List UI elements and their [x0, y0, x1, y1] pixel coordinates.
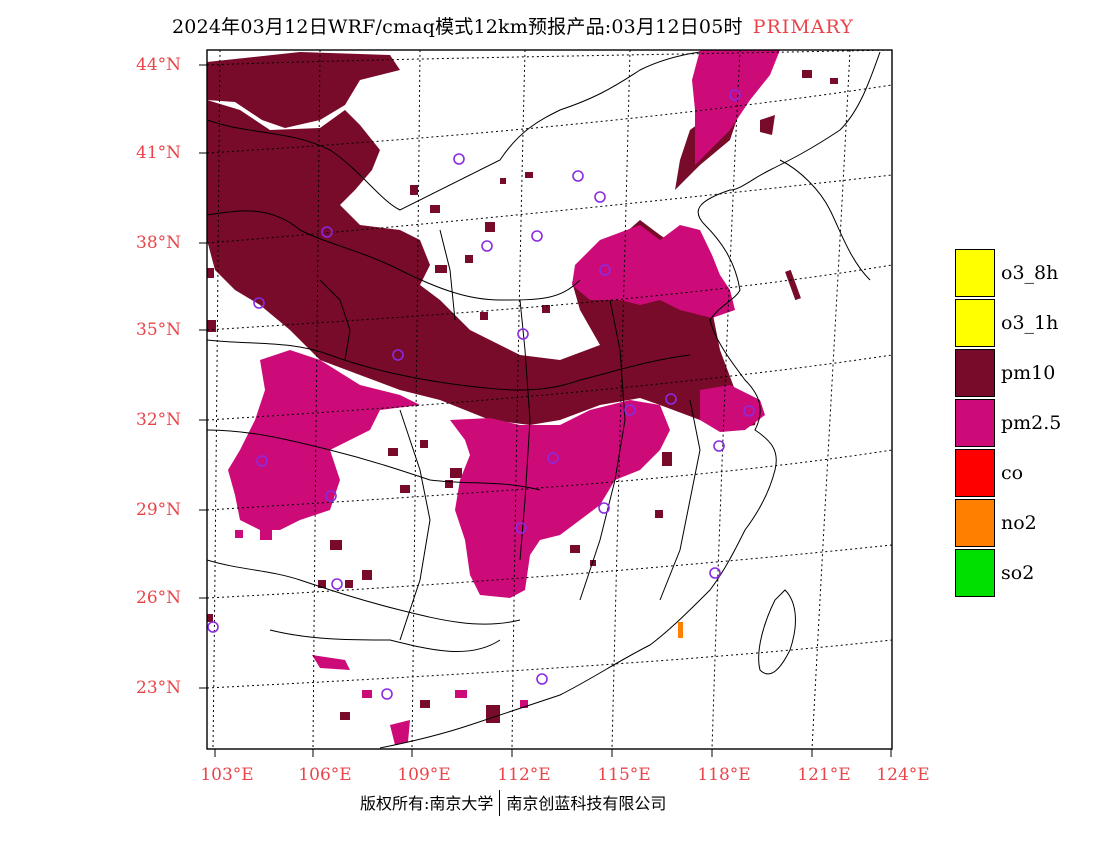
pm25-regions	[228, 50, 780, 745]
legend-swatch-co	[955, 449, 995, 497]
legend-label-no2: no2	[1001, 512, 1037, 534]
legend-label-pm25: pm2.5	[1001, 412, 1062, 434]
lat-label-29: 29°N	[136, 500, 182, 520]
lat-label-38: 38°N	[136, 233, 182, 253]
lon-label-109: 109°E	[397, 765, 451, 785]
lon-label-112: 112°E	[497, 765, 551, 785]
lon-label-106: 106°E	[298, 765, 352, 785]
lon-label-121: 121°E	[797, 765, 851, 785]
primary-tag: PRIMARY	[752, 16, 854, 38]
lat-label-23: 23°N	[136, 678, 182, 698]
legend-item-pm10: pm10	[955, 348, 1075, 398]
map-frame	[206, 49, 893, 750]
lon-label-118: 118°E	[697, 765, 751, 785]
footer-divider	[499, 789, 501, 816]
copyright-left: 版权所有:南京大学	[360, 794, 494, 813]
map-title: 2024年03月12日WRF/cmaq模式12km预报产品:03月12日05时 P…	[172, 12, 854, 39]
legend-item-o3-1h: o3_1h	[955, 298, 1075, 348]
copyright-right: 南京创蓝科技有限公司	[506, 794, 667, 813]
pollutant-legend: o3_8h o3_1h pm10 pm2.5 co no2 so2	[955, 248, 1075, 598]
legend-item-co: co	[955, 448, 1075, 498]
no2-mark	[678, 622, 683, 638]
pm10-regions	[207, 52, 838, 723]
axis-ticks	[199, 64, 892, 757]
lon-label-124: 124°E	[876, 765, 930, 785]
lat-label-32: 32°N	[136, 410, 182, 430]
legend-swatch-no2	[955, 499, 995, 547]
lon-label-115: 115°E	[597, 765, 651, 785]
legend-item-no2: no2	[955, 498, 1075, 548]
lat-label-26: 26°N	[136, 588, 182, 608]
station-markers	[207, 89, 755, 700]
lat-label-44: 44°N	[136, 55, 182, 75]
copyright-footer: 版权所有:南京大学 南京创蓝科技有限公司	[360, 789, 667, 818]
boundary-lines	[207, 50, 892, 749]
lon-label-103: 103°E	[200, 765, 254, 785]
legend-label-o3-1h: o3_1h	[1001, 312, 1059, 334]
legend-swatch-pm25	[955, 399, 995, 447]
legend-label-so2: so2	[1001, 562, 1035, 584]
legend-label-pm10: pm10	[1001, 362, 1056, 384]
legend-label-o3-8h: o3_8h	[1001, 262, 1059, 284]
legend-item-pm25: pm2.5	[955, 398, 1075, 448]
legend-label-co: co	[1001, 462, 1024, 484]
lat-label-35: 35°N	[136, 320, 182, 340]
legend-item-o3-8h: o3_8h	[955, 248, 1075, 298]
legend-item-so2: so2	[955, 548, 1075, 598]
legend-swatch-pm10	[955, 349, 995, 397]
title-text: 2024年03月12日WRF/cmaq模式12km预报产品:03月12日05时	[172, 16, 743, 38]
legend-swatch-o3-1h	[955, 299, 995, 347]
legend-swatch-so2	[955, 549, 995, 597]
legend-swatch-o3-8h	[955, 249, 995, 297]
lat-label-41: 41°N	[136, 143, 182, 163]
